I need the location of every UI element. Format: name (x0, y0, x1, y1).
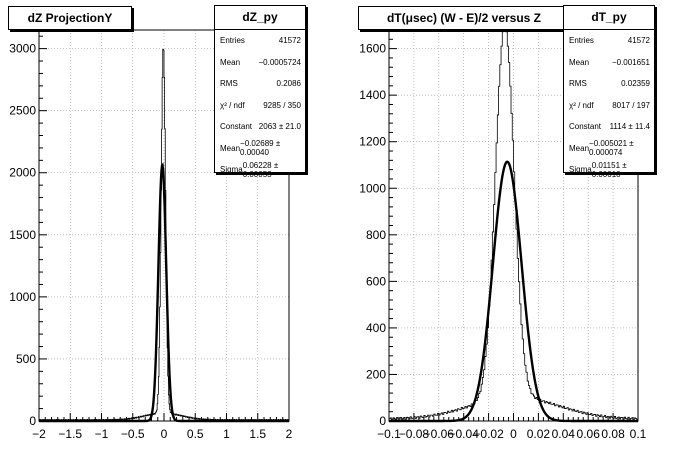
stats-value: −0.005021 ± 0.000074 (589, 139, 634, 158)
y-tick-label: 1000 (9, 290, 36, 304)
y-tick-label: 1200 (359, 135, 386, 149)
stats-value: 41572 (627, 36, 650, 46)
stats-label: RMS (220, 79, 238, 89)
x-tick-label: −0.06 (424, 427, 455, 441)
x-tick-label: −0.1 (377, 427, 401, 441)
y-tick-label: 3000 (9, 42, 36, 56)
y-tick-label: 600 (366, 274, 386, 288)
panel-2-stats-box: dT_py Entries 41572 Mean −0.001651 RMS 0.02… (563, 5, 655, 179)
y-tick-label: 1500 (9, 228, 36, 242)
stats-label: Mean (569, 57, 590, 67)
panel-2-title: dT(μsec) (W - E)/2 versus Z (358, 6, 570, 30)
stats-value: 8017 / 197 (612, 100, 650, 110)
fit-curve (39, 162, 289, 423)
stats-row: RMS 0.02359 (564, 73, 654, 95)
y-tick-label: 200 (366, 367, 386, 381)
x-tick-label: −0.5 (121, 427, 145, 441)
y-tick-label: 0 (379, 414, 386, 428)
x-tick-label: 0 (161, 427, 168, 441)
panel-1-stats-box: dZ_py Entries 41572 Mean −0.0005724 RMS 0.2… (214, 5, 306, 179)
stats-row: Entries 41572 (564, 30, 654, 52)
y-tick-label: 400 (366, 321, 386, 335)
x-tick-label: 2 (286, 427, 293, 441)
stats-value: 41572 (278, 36, 301, 46)
stats-label: Sigma (220, 165, 243, 175)
x-tick-label: −2 (32, 427, 46, 441)
x-tick-label: −0.02 (473, 427, 504, 441)
stats-value: 0.2086 (276, 79, 301, 89)
stats-label: RMS (569, 79, 587, 89)
stats-value: 0.02359 (621, 79, 650, 89)
stats-row: Mean −0.0005724 (215, 52, 305, 74)
y-tick-label: 1600 (359, 42, 386, 56)
y-tick-label: 0 (29, 414, 36, 428)
stats-label: Entries (220, 36, 245, 46)
stats-label: Constant (569, 122, 602, 132)
stats-label: Mean (569, 143, 590, 153)
x-tick-label: 0 (510, 427, 517, 441)
stats-row: RMS 0.2086 (215, 73, 305, 95)
y-tick-label: 1400 (359, 88, 386, 102)
stats-row: Mean −0.02689 ± 0.00040 (215, 138, 305, 160)
stats-value: −0.02689 ± 0.00040 (240, 139, 281, 158)
stats-label: Mean (220, 143, 241, 153)
y-tick-label: 800 (366, 228, 386, 242)
stats-label: Entries (569, 36, 594, 46)
x-tick-label: −0.04 (449, 427, 480, 441)
stats-value: −0.001651 (611, 57, 650, 67)
y-tick-label: 500 (16, 352, 36, 366)
stats-row: χ² / ndf 8017 / 197 (564, 95, 654, 117)
y-tick-label: 2500 (9, 104, 36, 118)
y-tick-label: 1000 (359, 181, 386, 195)
y-tick-label: 2000 (9, 166, 36, 180)
stats-row: Entries 41572 (215, 30, 305, 52)
stats-value: 9285 / 350 (263, 100, 301, 110)
x-tick-label: 0.08 (601, 427, 625, 441)
stats-label: χ² / ndf (220, 100, 245, 110)
stats-row: χ² / ndf 9285 / 350 (215, 95, 305, 117)
stats-label: Constant (220, 122, 253, 132)
x-tick-label: 0.06 (577, 427, 601, 441)
x-tick-label: 0.5 (187, 427, 204, 441)
x-tick-label: 0.1 (630, 427, 647, 441)
stats-name: dT_py (564, 6, 654, 30)
stats-name: dZ_py (215, 6, 305, 30)
x-tick-label: 0.04 (552, 427, 576, 441)
x-tick-label: 1 (223, 427, 230, 441)
x-tick-label: −0.08 (399, 427, 430, 441)
panel-2-chart: −0.1−0.08−0.06−0.04−0.02 0 0.02 0.04 0.06 0.0… (359, 29, 647, 441)
panel-1-chart: −2 −1.5 −1 −0.5 0 0.5 1 1.5 2 0 500 1000 1500 2000 250… (9, 29, 293, 441)
stats-row: Sigma 0.06228 ± 0.00053 (215, 159, 305, 181)
histogram-series (389, 29, 638, 421)
panel-1-title: dZ ProjectionY (8, 6, 132, 30)
x-tick-label: −1.5 (58, 427, 82, 441)
stats-value: −0.0005724 (258, 57, 302, 67)
stats-label: Sigma (569, 165, 592, 175)
stats-value: 0.06228 ± 0.00053 (242, 160, 279, 179)
stats-row: Mean −0.001651 (564, 52, 654, 74)
x-tick-label: 1.5 (249, 427, 266, 441)
x-tick-label: −1 (95, 427, 109, 441)
stats-row: Constant 2063 ± 21.0 (215, 116, 305, 138)
stats-value: 0.01151 ± 0.00010 (591, 160, 627, 179)
stats-label: χ² / ndf (569, 100, 594, 110)
stats-row: Sigma 0.01151 ± 0.00010 (564, 159, 654, 181)
stats-label: Mean (220, 57, 241, 67)
stats-value: 1114 ± 11.4 (609, 122, 650, 132)
x-tick-label: 0.02 (527, 427, 551, 441)
stats-row: Mean −0.005021 ± 0.000074 (564, 138, 654, 160)
stats-value: 2063 ± 21.0 (258, 122, 301, 132)
stats-row: Constant 1114 ± 11.4 (564, 116, 654, 138)
